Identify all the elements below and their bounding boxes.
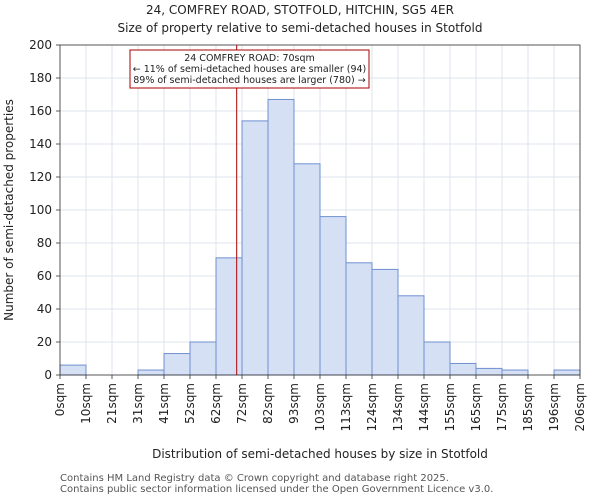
x-tick-label: 206sqm (573, 383, 587, 431)
x-tick-label: 155sqm (443, 383, 457, 431)
y-tick-label: 40 (37, 302, 52, 316)
annotation-title: 24 COMFREY ROAD: 70sqm (184, 53, 315, 64)
y-tick-label: 20 (37, 335, 52, 349)
histogram-bar (163, 353, 191, 376)
y-tick-label: 80 (37, 236, 52, 250)
y-tick-label: 60 (37, 269, 52, 283)
x-tick-label: 31sqm (131, 383, 145, 424)
y-tick-label: 100 (29, 203, 52, 217)
x-axis-label: Distribution of semi-detached houses by … (152, 447, 488, 461)
histogram-bar (293, 163, 321, 376)
y-tick-label: 180 (29, 71, 52, 85)
x-tick-label: 144sqm (417, 383, 431, 431)
chart-title: 24, COMFREY ROAD, STOTFOLD, HITCHIN, SG5… (146, 3, 454, 17)
y-axis-label: Number of semi-detached properties (2, 99, 16, 321)
histogram-bar (423, 341, 451, 376)
histogram-bar (397, 295, 425, 376)
histogram-bar (553, 369, 581, 376)
histogram-bar (345, 262, 373, 376)
x-tick-label: 62sqm (209, 383, 223, 424)
x-tick-label: 82sqm (261, 383, 275, 424)
x-tick-label: 196sqm (547, 383, 561, 431)
histogram-bar (215, 257, 243, 376)
histogram-bar (241, 120, 269, 376)
y-tick-label: 120 (29, 170, 52, 184)
x-tick-label: 175sqm (495, 383, 509, 431)
histogram-bar (59, 364, 87, 376)
histogram-bar (449, 362, 477, 376)
annotation-larger: 89% of semi-detached houses are larger (… (133, 75, 366, 86)
histogram-bar (319, 216, 347, 376)
y-tick-label: 160 (29, 104, 52, 118)
y-tick-label: 200 (29, 38, 52, 52)
x-tick-label: 93sqm (287, 383, 301, 424)
y-tick-label: 140 (29, 137, 52, 151)
x-tick-label: 72sqm (235, 383, 249, 424)
x-tick-label: 10sqm (79, 383, 93, 424)
x-tick-label: 103sqm (313, 383, 327, 431)
y-tick-label: 0 (44, 368, 52, 382)
footer-licence: Contains public sector information licen… (60, 484, 494, 495)
footer-copyright: Contains HM Land Registry data © Crown c… (60, 473, 449, 484)
x-tick-label: 41sqm (157, 383, 171, 424)
x-tick-label: 185sqm (521, 383, 535, 431)
histogram-bar (371, 268, 399, 376)
histogram-bar (267, 98, 295, 376)
x-tick-label: 134sqm (391, 383, 405, 431)
x-tick-label: 21sqm (105, 383, 119, 424)
x-tick-label: 165sqm (469, 383, 483, 431)
x-tick-label: 52sqm (183, 383, 197, 424)
histogram-bar (475, 367, 503, 376)
histogram-bar (501, 369, 529, 376)
annotation-box (129, 49, 370, 89)
x-tick-label: 124sqm (365, 383, 379, 431)
x-tick-label: 113sqm (339, 383, 353, 431)
x-tick-label: 0sqm (53, 383, 67, 416)
histogram-bar (137, 369, 165, 376)
chart-subtitle: Size of property relative to semi-detach… (117, 21, 483, 35)
histogram-bar (189, 341, 217, 376)
annotation-smaller: ← 11% of semi-detached houses are smalle… (133, 64, 367, 75)
